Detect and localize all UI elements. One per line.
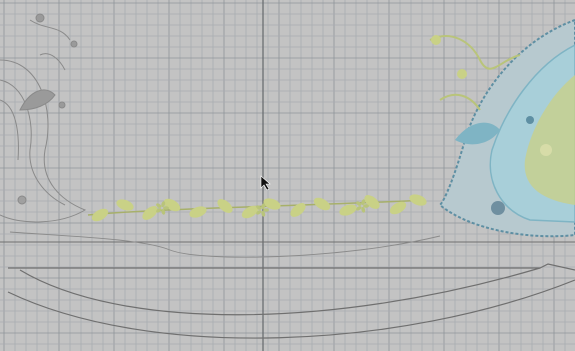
outline-outer-curve [7, 279, 575, 339]
right-bud-icon [431, 35, 441, 45]
right-flower-icon [540, 144, 552, 156]
right-tendril [429, 35, 521, 70]
right-bird-icon [455, 122, 500, 145]
leaf-icon [241, 205, 259, 219]
flower-petal-icon [156, 203, 162, 208]
left-tendril-mid [39, 53, 66, 71]
paisley-embroidery-icon [429, 18, 575, 238]
arrow-cursor-icon [260, 175, 271, 191]
left-tendril-top [29, 19, 71, 41]
right-paisley-core [524, 75, 575, 205]
leaf-vine-icon [87, 194, 427, 222]
leaf-icon [91, 208, 109, 222]
right-bud-icon [457, 69, 467, 79]
flower-petal-icon [356, 201, 362, 206]
paisley-outline-icon [0, 13, 87, 223]
flower-petal-icon [163, 206, 169, 210]
left-leaf-dot-icon [58, 101, 66, 109]
flower-petal-icon [161, 208, 166, 215]
left-flower-bud-icon [35, 13, 45, 23]
flower-petal-icon [156, 208, 162, 213]
flower-petal-icon [361, 206, 366, 213]
left-paisley-body [0, 59, 87, 223]
flower-petal-icon [263, 208, 269, 212]
left-flower-icon [17, 195, 27, 205]
leaf-icon [313, 197, 331, 211]
flower-petal-icon [356, 206, 362, 211]
leaf-icon [116, 199, 134, 211]
flower-petal-icon [363, 204, 369, 208]
outline-scallop-curve [9, 231, 441, 258]
flower-petal-icon [256, 210, 262, 215]
left-leaf-dot-icon [70, 40, 78, 48]
leaf-icon [409, 194, 427, 206]
leaf-icon [189, 206, 207, 218]
flower-petal-icon [256, 205, 262, 210]
right-dot-icon [526, 116, 534, 124]
leaf-icon [389, 201, 407, 215]
leaf-icon [290, 203, 306, 217]
flower-petal-icon [261, 203, 266, 210]
outline-inner-curve [19, 267, 541, 316]
leaf-icon [339, 204, 357, 216]
flower-petal-icon [161, 201, 166, 208]
flower-petal-icon [261, 210, 266, 217]
leaf-icon [217, 199, 233, 213]
right-flower-icon [491, 201, 505, 215]
leaf-icon [364, 195, 380, 209]
outline-upper-line [8, 263, 575, 271]
right-tendril-lower [439, 93, 481, 111]
leaf-icon [142, 206, 158, 220]
left-paisley-core [0, 99, 19, 161]
left-paisley-inner [0, 79, 66, 206]
flower-petal-icon [361, 199, 366, 206]
neckline-outline [7, 231, 575, 339]
leaf-icon [263, 198, 281, 210]
left-bird-icon [19, 89, 56, 111]
